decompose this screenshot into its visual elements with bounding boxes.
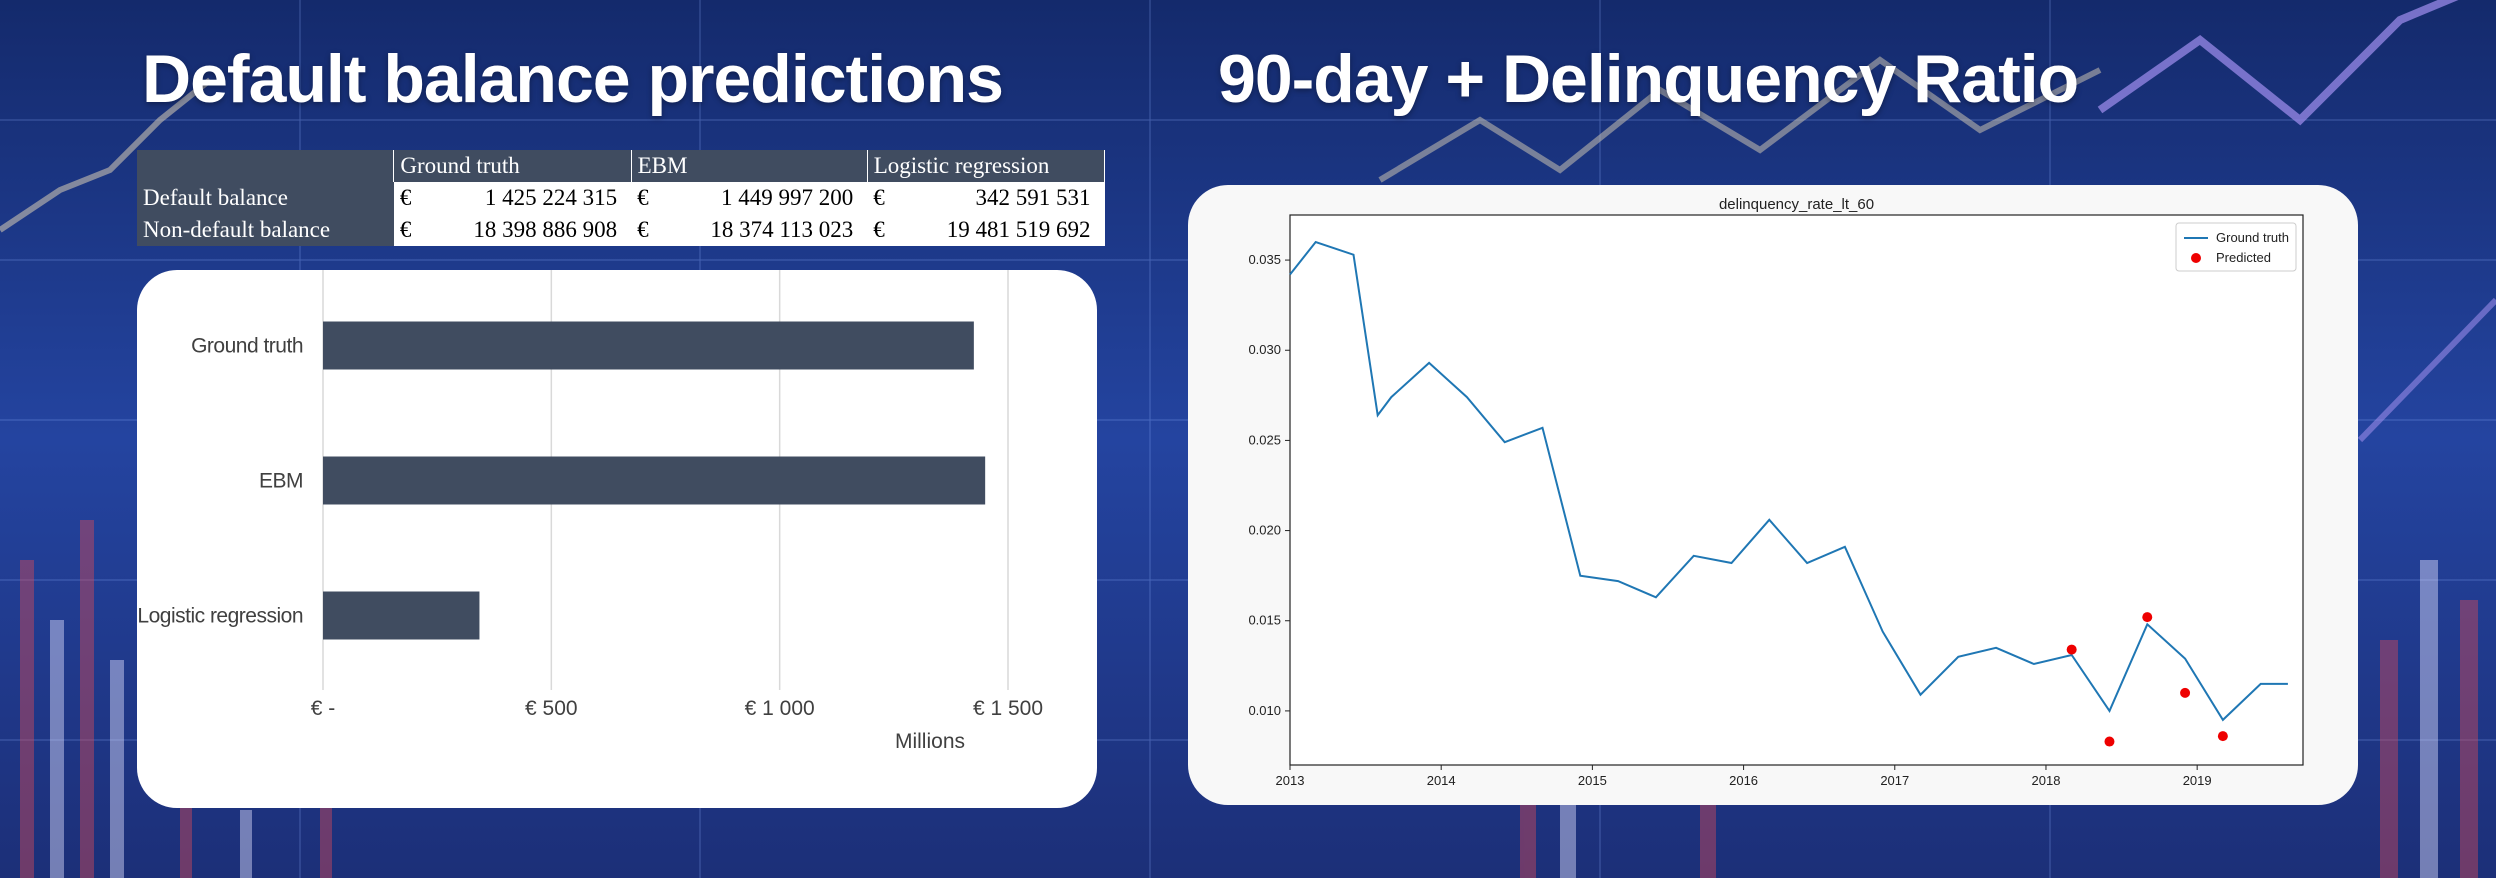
bar bbox=[323, 591, 480, 640]
currency-symbol: € bbox=[867, 182, 894, 214]
bar-x-tick-label: € 1 500 bbox=[973, 697, 1043, 720]
table-header-ebm: EBM bbox=[631, 150, 868, 182]
legend-dot-swatch bbox=[2191, 253, 2201, 263]
line-y-tick-label: 0.035 bbox=[1248, 252, 1281, 267]
table-header-empty bbox=[137, 150, 395, 182]
bar bbox=[323, 321, 974, 370]
line-y-tick-label: 0.030 bbox=[1248, 342, 1281, 357]
table-header-row: Ground truth EBM Logistic regression bbox=[137, 150, 1106, 182]
bar-x-tick-label: € - bbox=[311, 697, 336, 720]
line-chart-panel: delinquency_rate_lt_60 2013 2014 2015 2016 20… bbox=[1188, 185, 2358, 805]
row-label-non-default-balance: Non-default balance bbox=[137, 214, 394, 246]
table-row: Default balance € 1 425 224 315 € 1 449 … bbox=[137, 182, 1105, 214]
legend-label: Ground truth bbox=[2216, 230, 2289, 245]
line-x-tick-label: 2015 bbox=[1578, 773, 1607, 788]
bar-chart-panel: € - € 500 € 1 000 € 1 500 Ground truth EBM Log… bbox=[137, 270, 1097, 808]
bar-category-label: EBM bbox=[259, 470, 303, 493]
table-cell-value: 1 425 224 315 bbox=[419, 182, 632, 214]
line-x-tick-label: 2013 bbox=[1276, 773, 1305, 788]
bar-x-tick-label: € 500 bbox=[525, 697, 578, 720]
currency-symbol: € bbox=[867, 214, 894, 246]
table-cell-value: 19 481 519 692 bbox=[893, 214, 1105, 246]
table-cell-value: 18 374 113 023 bbox=[657, 214, 868, 246]
line-x-tick-label: 2014 bbox=[1427, 773, 1456, 788]
line-x-tick-label: 2018 bbox=[2032, 773, 2061, 788]
bar-category-label: Logistic regression bbox=[137, 605, 303, 628]
legend-label: Predicted bbox=[2216, 250, 2271, 265]
table-row: Non-default balance € 18 398 886 908 € 1… bbox=[137, 214, 1105, 246]
bar bbox=[323, 456, 986, 505]
bar-chart: € - € 500 € 1 000 € 1 500 Ground truth EBM Log… bbox=[137, 270, 1043, 753]
ground-truth-line bbox=[1289, 240, 2288, 722]
table-header-ground-truth: Ground truth bbox=[393, 150, 632, 182]
currency-symbol: € bbox=[631, 182, 658, 214]
predicted-point bbox=[2104, 736, 2115, 747]
line-y-tick-label: 0.025 bbox=[1248, 432, 1281, 447]
line-x-tick-label: 2017 bbox=[1880, 773, 1909, 788]
row-label-default-balance: Default balance bbox=[137, 182, 394, 214]
table-cell-value: 18 398 886 908 bbox=[419, 214, 632, 246]
currency-symbol: € bbox=[393, 182, 420, 214]
legend-box bbox=[2175, 222, 2297, 272]
predicted-point bbox=[2142, 612, 2153, 623]
line-y-tick-label: 0.020 bbox=[1248, 523, 1281, 538]
currency-symbol: € bbox=[393, 214, 420, 246]
predicted-point bbox=[2217, 731, 2228, 742]
table-cell-value: 1 449 997 200 bbox=[657, 182, 868, 214]
line-chart-title: delinquency_rate_lt_60 bbox=[1719, 196, 1874, 213]
left-slide-title: Default balance predictions bbox=[142, 41, 1004, 117]
currency-symbol: € bbox=[631, 214, 658, 246]
line-chart-legend: Ground truth Predicted bbox=[2175, 222, 2297, 272]
line-y-tick-label: 0.015 bbox=[1248, 613, 1281, 628]
bar-category-label: Ground truth bbox=[191, 335, 303, 358]
line-plot-area bbox=[1289, 214, 2304, 766]
predicted-point bbox=[2180, 687, 2191, 698]
line-y-tick-label: 0.010 bbox=[1248, 703, 1281, 718]
line-x-tick-label: 2019 bbox=[2183, 773, 2212, 788]
bar-x-axis-label: Millions bbox=[895, 730, 965, 753]
bar-x-tick-label: € 1 000 bbox=[745, 697, 815, 720]
table-cell-value: 342 591 531 bbox=[893, 182, 1105, 214]
right-slide-title: 90-day + Delinquency Ratio bbox=[1218, 41, 2079, 117]
balance-table: Ground truth EBM Logistic regression Def… bbox=[137, 150, 1106, 246]
table-header-logistic-regression: Logistic regression bbox=[867, 150, 1106, 182]
line-x-tick-label: 2016 bbox=[1729, 773, 1758, 788]
line-chart: delinquency_rate_lt_60 2013 2014 2015 2016 20… bbox=[1248, 196, 2304, 788]
predicted-point bbox=[2066, 644, 2077, 655]
